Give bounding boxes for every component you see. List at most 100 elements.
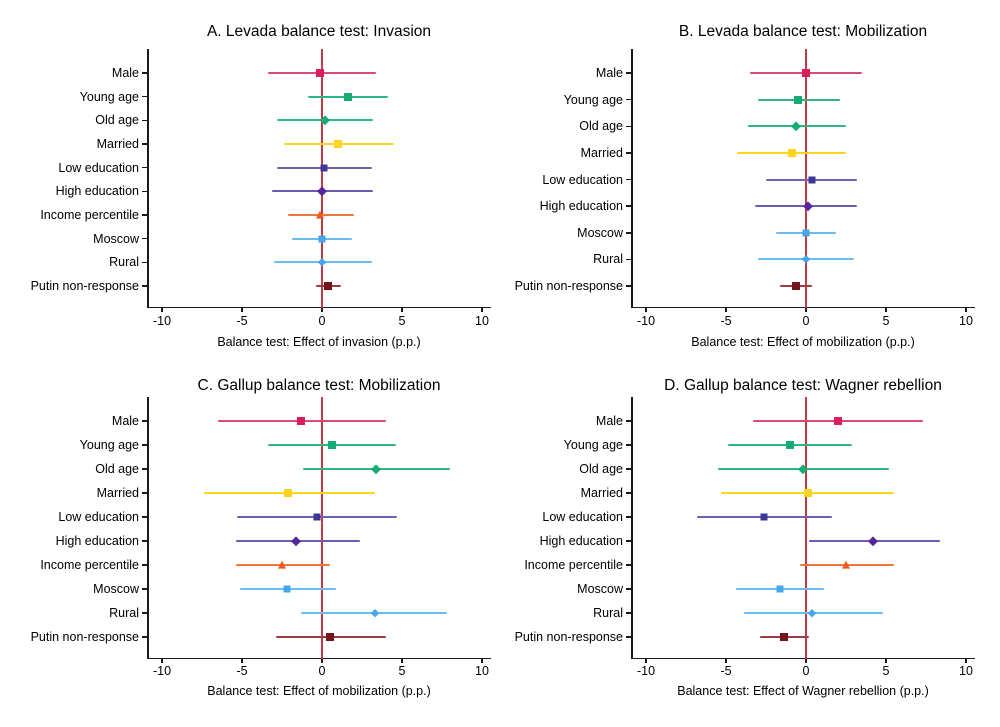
point-marker-square [283,585,291,593]
category-label: Income percentile [40,558,139,572]
panel-c-gallup-mobilization: C. Gallup balance test: Mobilization -10… [0,364,500,727]
category-label: High education [539,534,623,548]
x-tick [321,659,323,663]
category-label: Young age [563,92,623,107]
point-marker-square [297,417,306,425]
y-tick [142,540,147,542]
y-tick [626,285,631,287]
category-label: Old age [95,462,139,476]
point-marker-diamond [317,186,327,196]
category-label: Old age [579,462,623,476]
category-label: Rural [109,606,139,620]
y-tick [626,516,631,518]
x-tick-label: 5 [398,664,406,678]
category-label: Married [580,145,623,160]
y-tick [142,420,147,422]
y-tick [142,261,147,264]
x-tick [885,308,887,312]
point-marker-diamond [791,121,802,131]
point-marker-square [834,417,842,425]
point-marker-square [802,229,810,237]
x-tick [321,308,323,312]
y-axis-spine [631,397,633,659]
x-tick [481,308,483,312]
x-tick [885,659,887,663]
y-tick [626,125,631,127]
point-marker-diamond [808,608,817,618]
y-tick [626,636,631,638]
y-tick [142,636,147,638]
category-label: Low education [542,172,623,187]
category-label: High education [55,534,139,548]
y-tick [626,612,631,614]
x-axis-spine [631,306,975,308]
y-tick [626,178,631,181]
y-tick [626,468,631,470]
point-marker-square [324,282,333,290]
category-label: Low education [542,510,623,524]
x-tick [725,659,727,663]
point-marker-diamond [317,258,327,267]
point-marker-triangle [278,560,286,569]
panel-b-levada-mobilization: B. Levada balance test: Mobilization -10… [500,0,1000,364]
x-tick [161,659,163,663]
panel-title: A. Levada balance test: Invasion [206,23,432,40]
x-tick-label: -5 [236,664,248,678]
x-axis-label: Balance test: Effect of invasion (p.p.) [217,335,421,349]
category-label: High education [55,184,139,199]
category-label: Male [595,414,623,428]
panel-title: B. Levada balance test: Mobilization [678,23,928,40]
x-tick-label: -5 [720,314,732,328]
point-marker-diamond [291,536,302,546]
x-tick-label: 5 [398,314,406,328]
plot-area: -10 -5 0 5 10 Male Young age Old age Married Low … [31,397,491,678]
y-tick [142,119,147,122]
category-label: Male [111,414,139,428]
point-marker-square [779,633,788,641]
x-tick [965,659,967,663]
category-label: Young age [79,438,139,452]
x-tick [481,659,483,663]
point-marker-square [316,69,325,77]
y-axis-spine [147,397,149,659]
x-tick-label: 10 [475,314,489,328]
y-tick [142,612,147,614]
x-tick-label: 5 [882,314,890,328]
y-tick [142,468,147,470]
x-tick [241,308,243,312]
panel-title: C. Gallup balance test: Mobilization [197,377,441,394]
y-tick [626,564,631,566]
x-tick-label: -5 [720,664,732,678]
category-label: Young age [79,89,139,104]
y-tick [142,588,147,590]
x-tick-label: 0 [802,314,810,328]
y-tick [142,166,147,169]
x-tick [725,308,727,312]
x-tick-label: 5 [882,664,890,678]
x-tick [401,659,403,663]
y-tick [626,205,631,207]
point-marker-square [802,69,810,77]
x-tick [401,308,403,312]
plot-area: -10 -5 0 5 10 Male Young age Old age Married Low … [515,49,975,328]
x-tick [645,659,647,663]
x-tick [645,308,647,312]
y-tick [142,95,147,98]
panel-d-gallup-wagner: D. Gallup balance test: Wagner rebellion… [500,364,1000,727]
y-axis-spine [147,49,149,308]
category-label: High education [539,199,623,214]
point-marker-diamond [868,536,878,546]
category-label: Moscow [93,231,139,246]
category-label: Married [96,137,139,151]
point-marker-square [318,235,326,243]
category-label: Income percentile [524,558,623,572]
panel-a-levada-invasion: A. Levada balance test: Invasion -10 -5 0 5… [0,0,500,364]
x-tick-label: 0 [318,314,326,328]
point-marker-square [792,282,801,290]
y-tick [142,190,147,193]
point-marker-square [794,95,802,104]
x-tick-label: -10 [636,314,656,328]
point-marker-square [313,513,321,521]
point-marker-square [803,489,812,497]
